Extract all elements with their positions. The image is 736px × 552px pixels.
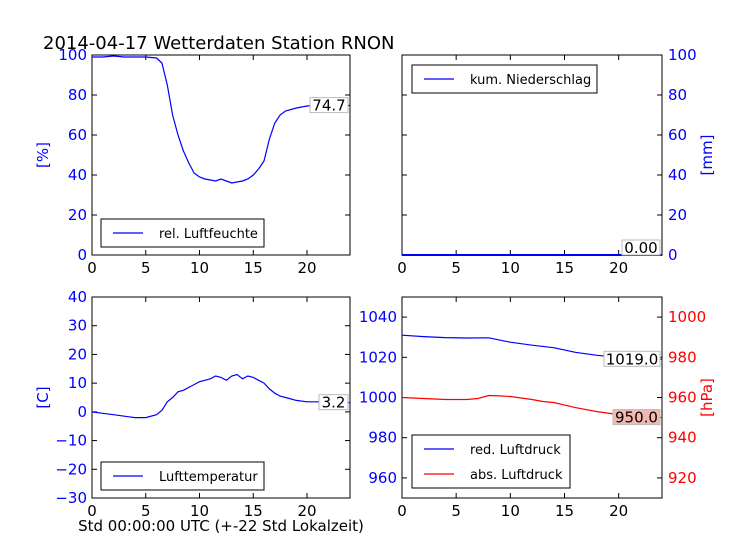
x-tick-label: 15: [244, 502, 263, 520]
legend: kum. Niederschlag: [411, 64, 598, 94]
y-tick-label: 40: [668, 166, 687, 184]
last-value-box: [612, 409, 661, 426]
legend-label: rel. Luftfeuchte: [159, 227, 258, 242]
y-tick-label: 0: [77, 246, 87, 264]
y-tick-label-right: 960: [668, 389, 697, 407]
x-tick-label: 5: [451, 259, 461, 277]
y-tick-label: 80: [68, 86, 87, 104]
last-value-label: 3.2: [322, 394, 346, 412]
last-value-label: 1019.0: [606, 350, 659, 368]
legend-label: Lufttemperatur: [159, 470, 258, 485]
x-tick-label: 0: [87, 502, 97, 520]
x-tick-label: 0: [397, 502, 407, 520]
x-tick-label: 5: [451, 502, 461, 520]
y-tick-label-right: 920: [668, 469, 697, 487]
legend: rel. Luftfeuchte: [100, 218, 265, 248]
y-tick-label-right: 940: [668, 429, 697, 447]
last-value-label: 0.00: [624, 239, 657, 257]
last-value-box: [318, 394, 349, 411]
series-line: [401, 394, 663, 419]
panel-top-left: 0 5 10 15 20 0 20 40 60 80 100 [%] 74.7 rel. Luftfeuc…: [34, 46, 351, 277]
x-tick-label: 20: [297, 502, 316, 520]
y-tick-label: 1020: [359, 348, 397, 366]
y-tick-label: −10: [55, 432, 87, 450]
y-axis-label: [hPa]: [698, 378, 716, 417]
x-tick-label: 0: [397, 259, 407, 277]
legend-label: kum. Niederschlag: [470, 73, 591, 88]
y-tick-label: 20: [68, 206, 87, 224]
x-tick-label: 15: [555, 259, 574, 277]
y-tick-label: 60: [68, 126, 87, 144]
x-tick-label: 10: [501, 502, 520, 520]
y-tick-label: 0: [77, 403, 87, 421]
legend-box: [411, 434, 571, 489]
y-tick-label: 80: [668, 86, 687, 104]
x-tick-label: 5: [141, 259, 151, 277]
x-tick-label: 15: [555, 502, 574, 520]
x-tick-label: 20: [297, 259, 316, 277]
panel-bottom-left: 0 5 10 15 20 −30 −20 −10 0 10 20 30 40 [C] 3.2 Lufttemp…: [34, 288, 351, 520]
series-line: [92, 55, 351, 184]
y-tick-label: 40: [68, 166, 87, 184]
y-tick-label-right: 980: [668, 348, 697, 366]
y-tick-label: 30: [68, 317, 87, 335]
y-tick-label: 0: [668, 246, 678, 264]
x-tick-label: 10: [190, 259, 209, 277]
last-value-label: 74.7: [312, 97, 345, 115]
figure-title: 2014-04-17 Wetterdaten Station RNON: [43, 33, 394, 54]
x-tick-label: 0: [87, 259, 97, 277]
y-tick-label: 980: [368, 429, 397, 447]
y-tick-label: 10: [68, 374, 87, 392]
y-tick-label: 40: [68, 288, 87, 306]
legend: Lufttemperatur: [100, 461, 265, 491]
y-tick-label: 1000: [359, 389, 397, 407]
last-value-box: [309, 97, 349, 114]
y-tick-label: −20: [55, 460, 87, 478]
x-tick-label: 20: [609, 259, 628, 277]
y-tick-label: 960: [368, 469, 397, 487]
y-tick-label: −30: [55, 489, 87, 507]
y-tick-label: 20: [68, 345, 87, 363]
x-tick-label: 15: [244, 259, 263, 277]
last-value-label: 950.0: [615, 409, 658, 427]
y-tick-label: 100: [58, 46, 87, 64]
last-value-box: [603, 350, 661, 367]
legend-label: abs. Luftdruck: [470, 468, 563, 483]
y-axis-label: [C]: [34, 386, 52, 408]
legend-label: red. Luftdruck: [470, 443, 561, 458]
x-tick-label: 10: [190, 502, 209, 520]
x-tick-label: 20: [609, 502, 628, 520]
last-value-box: [621, 239, 661, 256]
panel-bottom-right: 0 5 10 15 20 960 980 1000 1020 1040 920 940 960 980 10…: [359, 296, 716, 520]
series-line: [91, 373, 351, 419]
y-tick-label: 20: [668, 206, 687, 224]
x-tick-label: 5: [141, 502, 151, 520]
plot-frame: [91, 296, 351, 499]
y-axis-label: [%]: [34, 142, 52, 168]
legend: red. Luftdruck abs. Luftdruck: [411, 434, 571, 489]
y-axis-label: [mm]: [698, 135, 716, 176]
figure-xlabel: Std 00:00:00 UTC (+-22 Std Lokalzeit): [78, 517, 364, 535]
panel-top-right: 0 5 10 15 20 0 20 40 60 80 100 [mm] 0.00 kum. Nieders…: [397, 46, 716, 277]
y-tick-label: 100: [668, 46, 697, 64]
plot-frame: [91, 54, 351, 256]
x-tick-label: 10: [501, 259, 520, 277]
y-tick-label-right: 1000: [668, 308, 706, 326]
y-tick-label: 1040: [359, 308, 397, 326]
y-tick-label: 60: [668, 126, 687, 144]
